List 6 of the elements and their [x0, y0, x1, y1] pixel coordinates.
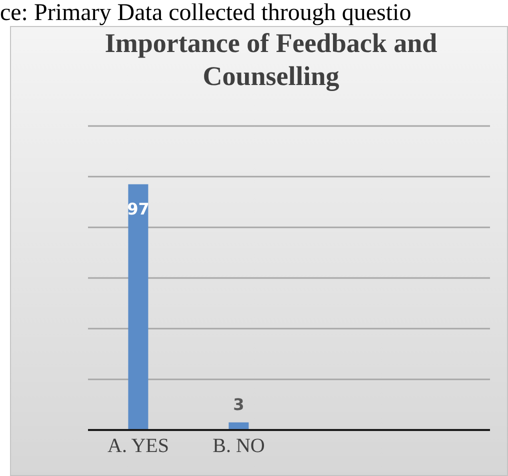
data-label: 97	[127, 200, 150, 219]
chart-title: Importance of Feedback and Counselling	[104, 27, 438, 93]
data-label: 3	[233, 394, 244, 414]
text: ce: Primary Data collected through questio	[0, 0, 412, 26]
x-tick-label: B. NO	[212, 435, 265, 458]
x-tick-label: A. YES	[108, 435, 169, 458]
